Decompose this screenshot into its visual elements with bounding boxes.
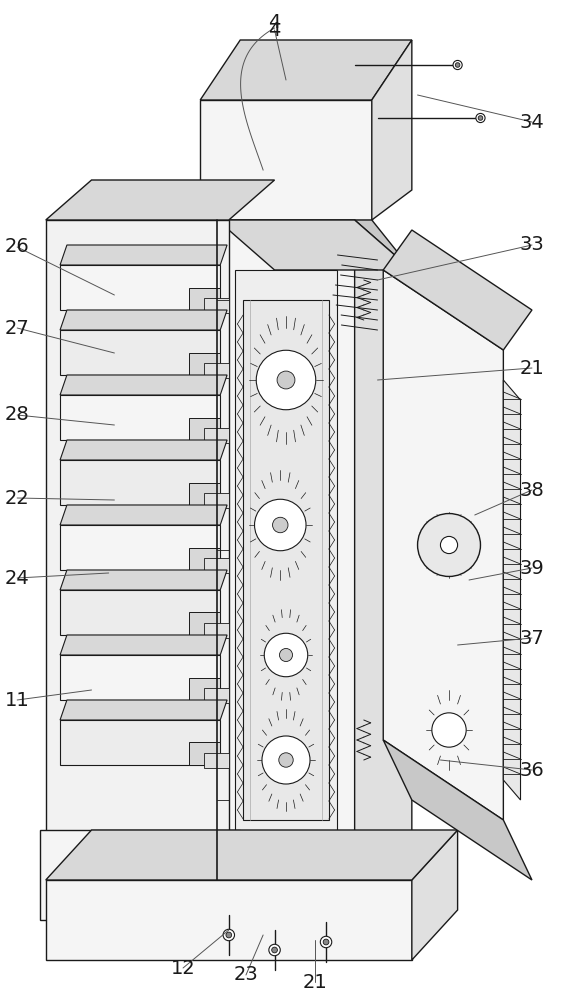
- Polygon shape: [60, 375, 227, 395]
- Polygon shape: [40, 830, 240, 920]
- Polygon shape: [60, 460, 220, 505]
- Polygon shape: [204, 363, 229, 378]
- Text: 11: 11: [5, 690, 30, 710]
- Polygon shape: [204, 428, 229, 443]
- Text: 22: 22: [5, 488, 30, 508]
- Text: 4: 4: [268, 12, 281, 31]
- Text: 21: 21: [519, 359, 545, 377]
- Circle shape: [255, 499, 306, 551]
- Polygon shape: [235, 270, 337, 850]
- Polygon shape: [189, 678, 220, 700]
- Polygon shape: [189, 483, 220, 505]
- Polygon shape: [204, 493, 229, 508]
- Polygon shape: [60, 330, 220, 375]
- Polygon shape: [189, 548, 220, 570]
- Text: 33: 33: [519, 235, 545, 254]
- Polygon shape: [189, 612, 220, 635]
- Polygon shape: [200, 220, 412, 270]
- Polygon shape: [60, 525, 220, 570]
- Circle shape: [262, 736, 310, 784]
- Text: 27: 27: [5, 318, 30, 338]
- Circle shape: [269, 944, 280, 956]
- Circle shape: [264, 633, 308, 677]
- Circle shape: [478, 116, 483, 120]
- Text: 36: 36: [519, 760, 545, 780]
- Polygon shape: [204, 753, 229, 768]
- Polygon shape: [383, 740, 532, 880]
- Polygon shape: [46, 180, 275, 220]
- Polygon shape: [60, 245, 227, 265]
- Polygon shape: [46, 880, 412, 960]
- Polygon shape: [217, 220, 355, 880]
- Polygon shape: [372, 40, 412, 220]
- Polygon shape: [60, 655, 220, 700]
- Text: 23: 23: [233, 966, 259, 984]
- Polygon shape: [204, 623, 229, 638]
- Circle shape: [272, 517, 288, 533]
- Text: 21: 21: [302, 972, 327, 992]
- Polygon shape: [60, 440, 227, 460]
- Polygon shape: [383, 230, 532, 350]
- Circle shape: [440, 536, 458, 554]
- Polygon shape: [60, 570, 227, 590]
- Text: 26: 26: [5, 237, 30, 256]
- Polygon shape: [189, 418, 220, 440]
- Polygon shape: [200, 40, 412, 100]
- Polygon shape: [204, 558, 229, 573]
- Polygon shape: [204, 298, 229, 313]
- Polygon shape: [217, 220, 412, 270]
- Text: 38: 38: [519, 481, 545, 499]
- Circle shape: [418, 514, 480, 576]
- Text: 12: 12: [170, 958, 196, 978]
- Polygon shape: [60, 265, 220, 310]
- Polygon shape: [46, 830, 458, 880]
- Circle shape: [280, 648, 292, 662]
- Circle shape: [272, 947, 277, 953]
- Text: 37: 37: [519, 629, 545, 648]
- Polygon shape: [60, 310, 227, 330]
- Circle shape: [455, 63, 460, 67]
- Polygon shape: [412, 830, 458, 960]
- Circle shape: [277, 371, 295, 389]
- Polygon shape: [60, 395, 220, 440]
- Polygon shape: [60, 635, 227, 655]
- Polygon shape: [204, 688, 229, 703]
- Text: 39: 39: [519, 558, 545, 578]
- Circle shape: [223, 929, 235, 941]
- Polygon shape: [355, 220, 412, 930]
- Circle shape: [432, 713, 466, 747]
- Circle shape: [476, 113, 485, 123]
- Circle shape: [279, 753, 293, 767]
- Circle shape: [256, 350, 316, 410]
- Text: 34: 34: [519, 112, 545, 131]
- Circle shape: [453, 60, 462, 70]
- Polygon shape: [189, 353, 220, 375]
- Polygon shape: [46, 220, 229, 880]
- Polygon shape: [60, 720, 220, 765]
- Polygon shape: [60, 505, 227, 525]
- Text: 24: 24: [5, 568, 30, 587]
- Text: 28: 28: [5, 406, 30, 424]
- Text: 4: 4: [268, 20, 281, 39]
- Polygon shape: [503, 380, 521, 800]
- Circle shape: [320, 936, 332, 948]
- Polygon shape: [60, 700, 227, 720]
- Polygon shape: [383, 270, 503, 820]
- Circle shape: [226, 932, 232, 938]
- Circle shape: [323, 939, 329, 945]
- Polygon shape: [189, 742, 220, 765]
- Polygon shape: [189, 288, 220, 310]
- Polygon shape: [200, 100, 372, 220]
- Polygon shape: [60, 590, 220, 635]
- Polygon shape: [243, 300, 329, 820]
